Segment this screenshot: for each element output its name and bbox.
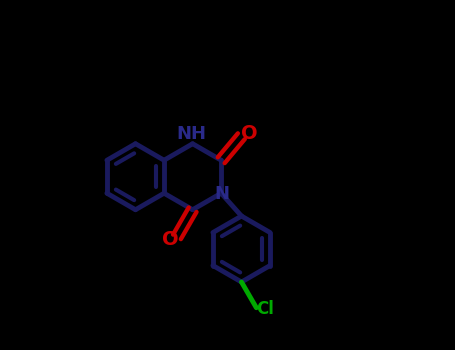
- Text: O: O: [241, 124, 257, 143]
- Text: NH: NH: [176, 125, 206, 143]
- Text: N: N: [214, 185, 229, 203]
- Text: O: O: [162, 230, 178, 249]
- Text: Cl: Cl: [256, 300, 274, 318]
